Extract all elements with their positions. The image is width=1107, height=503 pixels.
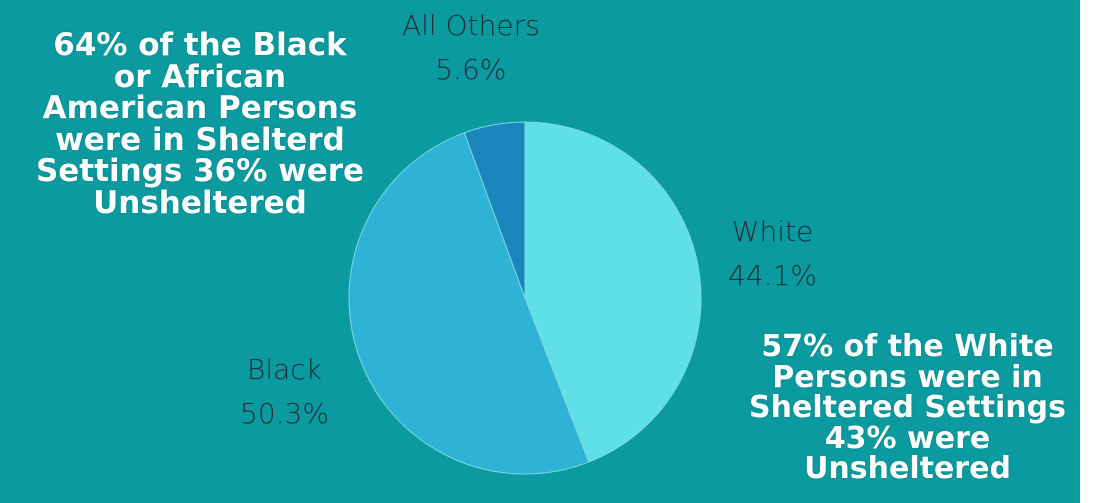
pie-slice-all-others (463, 121, 526, 299)
slice-name-white: White (731, 215, 814, 248)
pie-slice-white (524, 121, 702, 463)
slice-value-all-others: 5.6% (435, 53, 507, 86)
slice-label-black: Black 50.3% (240, 356, 329, 428)
slice-value-white: 44.1% (728, 259, 817, 292)
slice-name-all-others: All Others (402, 9, 540, 42)
slice-label-white: White 44.1% (728, 218, 817, 290)
pie-slice-black (348, 132, 590, 475)
slice-label-all-others: All Others 5.6% (402, 12, 540, 84)
infographic: All Others 5.6% White 44.1% Black 50.3% … (0, 0, 1080, 503)
annotation-black-shelter: 64% of the Black or African American Per… (35, 27, 365, 222)
pie-slices (348, 121, 702, 475)
slice-value-black: 50.3% (240, 397, 329, 430)
pie-chart (348, 121, 702, 475)
slice-name-black: Black (247, 353, 322, 386)
annotation-white-shelter: 57% of the White Persons were in Shelter… (749, 329, 1066, 487)
